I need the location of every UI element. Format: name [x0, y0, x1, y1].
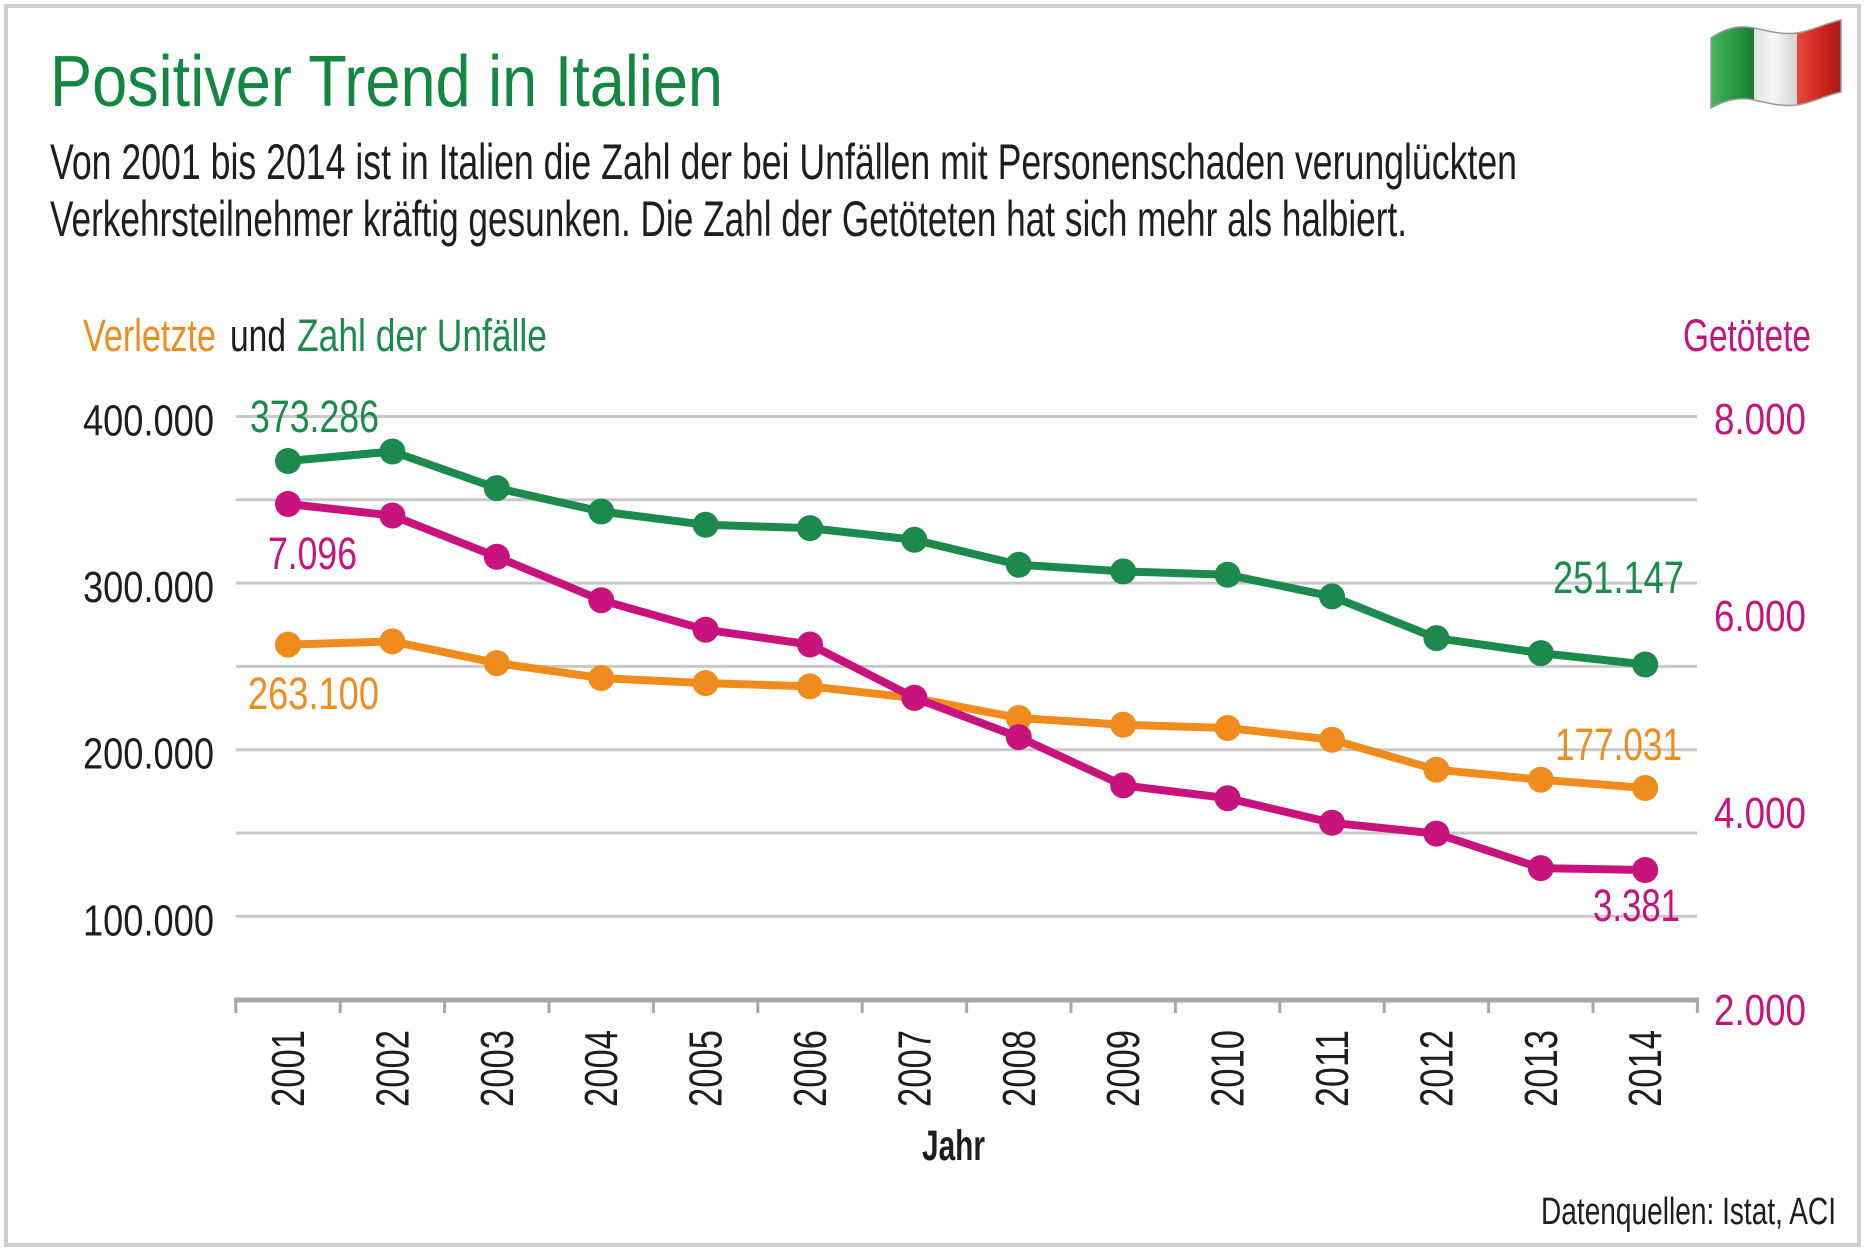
- data-point-getotete-2002: [379, 502, 406, 529]
- card-frame: [4, 4, 1861, 1247]
- data-label-getoetete-2001: 7.096: [268, 528, 357, 579]
- y-right-tick-label: 4.000: [1714, 789, 1806, 838]
- x-tick-label-2001: 2001: [262, 1030, 314, 1107]
- x-tick-label-2010: 2010: [1202, 1030, 1254, 1107]
- data-label-unfaelle-2001: 373.286: [250, 391, 379, 442]
- legend-getoetete: Getötete: [1683, 310, 1811, 361]
- x-tick-label-2011: 2011: [1306, 1030, 1358, 1107]
- y-right-tick-label: 2.000: [1714, 986, 1806, 1035]
- series-getotete: [275, 491, 1659, 883]
- data-point-verletzte-2006: [797, 673, 823, 700]
- flag-outline: [1710, 19, 1842, 110]
- x-tick-label-2007: 2007: [888, 1030, 940, 1107]
- subtitle-line-2: Verkehrsteilnehmer kräftig gesunken. Die…: [50, 191, 1407, 247]
- x-tick-label-2014: 2014: [1619, 1030, 1671, 1107]
- legend-verletzte: Verletzte: [83, 310, 216, 361]
- data-point-verletzte-2014: [1632, 775, 1659, 801]
- data-point-getotete-2004: [588, 587, 615, 614]
- data-point-getotete-2008: [1005, 724, 1032, 751]
- data-point-getotete-2007: [901, 684, 928, 711]
- flag-stripe-white: [1754, 28, 1797, 106]
- data-point-zahl-der-unfalle-2010: [1214, 561, 1241, 588]
- data-point-getotete-2012: [1423, 820, 1450, 847]
- y-left-tick-label: 300.000: [83, 563, 214, 612]
- data-point-verletzte-2009: [1110, 711, 1137, 738]
- axis-layer: 2001 2002 2003 2004 2005 2006 2007 2008 2009 2010…: [83, 395, 1806, 1107]
- data-point-getotete-2014: [1632, 857, 1659, 883]
- x-tick-label-2006: 2006: [784, 1030, 836, 1107]
- series-line-verletzte: [284, 637, 1650, 792]
- x-tick-label-2012: 2012: [1410, 1030, 1462, 1107]
- data-point-zahl-der-unfalle-2009: [1110, 558, 1137, 585]
- data-point-getotete-2006: [797, 631, 823, 658]
- subtitle-line-1: Von 2001 bis 2014 ist in Italien die Zah…: [50, 134, 1517, 190]
- data-point-getotete-2009: [1110, 772, 1137, 799]
- series-line-getotete: [284, 500, 1650, 874]
- data-point-zahl-der-unfalle-2011: [1319, 583, 1345, 610]
- italy-flag-icon: [1710, 19, 1842, 110]
- data-point-zahl-der-unfalle-2004: [588, 498, 615, 525]
- data-point-zahl-der-unfalle-2007: [901, 526, 928, 553]
- x-tick-label-2002: 2002: [366, 1030, 418, 1107]
- legend-zahl-der-unfaelle: Zahl der Unfälle: [297, 310, 547, 361]
- legend-connector: und: [230, 310, 286, 361]
- data-point-zahl-der-unfalle-2002: [379, 438, 406, 465]
- data-point-verletzte-2013: [1527, 766, 1554, 793]
- data-label-getoetete-2014: 3.381: [1593, 880, 1680, 931]
- data-point-verletzte-2008: [1005, 705, 1032, 731]
- data-point-getotete-2013: [1527, 855, 1554, 882]
- data-point-zahl-der-unfalle-2001: [275, 448, 301, 474]
- data-point-zahl-der-unfalle-2013: [1527, 640, 1554, 667]
- data-point-verletzte-2012: [1423, 756, 1450, 783]
- data-point-zahl-der-unfalle-2003: [483, 475, 510, 502]
- data-point-getotete-2005: [692, 616, 719, 643]
- data-label-verletzte-2014: 177.031: [1555, 719, 1682, 770]
- data-point-zahl-der-unfalle-2008: [1005, 551, 1032, 578]
- x-tick-label-2003: 2003: [471, 1030, 523, 1107]
- data-point-getotete-2011: [1319, 809, 1345, 836]
- series-layer: [275, 438, 1659, 883]
- data-point-verletzte-2003: [483, 650, 510, 677]
- series-zahl-der-unfalle: [275, 438, 1659, 678]
- y-left-tick-label: 200.000: [83, 730, 214, 779]
- data-point-getotete-2003: [483, 543, 510, 570]
- y-right-tick-label: 6.000: [1714, 592, 1806, 641]
- x-tick-label-2013: 2013: [1515, 1030, 1567, 1107]
- x-axis-title: Jahr: [922, 1122, 985, 1170]
- data-point-getotete-2010: [1214, 785, 1241, 812]
- data-point-getotete-2001: [275, 491, 301, 517]
- flag-stripe-red: [1797, 20, 1841, 105]
- data-point-verletzte-2005: [692, 670, 719, 697]
- y-left-tick-label: 400.000: [83, 397, 214, 446]
- x-tick-label-2009: 2009: [1097, 1030, 1149, 1107]
- grid-layer: [236, 415, 1697, 918]
- flag-stripe-green: [1711, 26, 1754, 109]
- series-verletzte: [275, 628, 1659, 801]
- series-line-zahl-der-unfalle: [284, 447, 1650, 669]
- data-label-verletzte-2001: 263.100: [248, 668, 379, 719]
- x-tick-label-2004: 2004: [575, 1030, 627, 1107]
- data-labels: 373.286 7.096 263.100 251.147 177.031 3.…: [248, 391, 1684, 931]
- data-point-verletzte-2002: [379, 628, 406, 655]
- y-right-tick-label: 8.000: [1714, 395, 1806, 444]
- data-point-verletzte-2011: [1319, 726, 1345, 753]
- data-point-zahl-der-unfalle-2005: [692, 511, 719, 538]
- y-left-tick-label: 100.000: [83, 896, 214, 945]
- x-tick-label-2005: 2005: [680, 1030, 732, 1107]
- source-note: Datenquellen: Istat, ACI: [1541, 1191, 1836, 1233]
- data-label-unfaelle-2014: 251.147: [1553, 552, 1684, 603]
- data-point-verletzte-2010: [1214, 715, 1241, 741]
- data-point-verletzte-2004: [588, 665, 615, 692]
- data-point-verletzte-2001: [275, 631, 301, 658]
- data-point-zahl-der-unfalle-2014: [1632, 651, 1659, 678]
- chart-title: Positiver Trend in Italien: [50, 42, 723, 122]
- x-tick-label-2008: 2008: [993, 1030, 1045, 1107]
- data-point-zahl-der-unfalle-2006: [797, 515, 823, 542]
- data-point-zahl-der-unfalle-2012: [1423, 625, 1450, 652]
